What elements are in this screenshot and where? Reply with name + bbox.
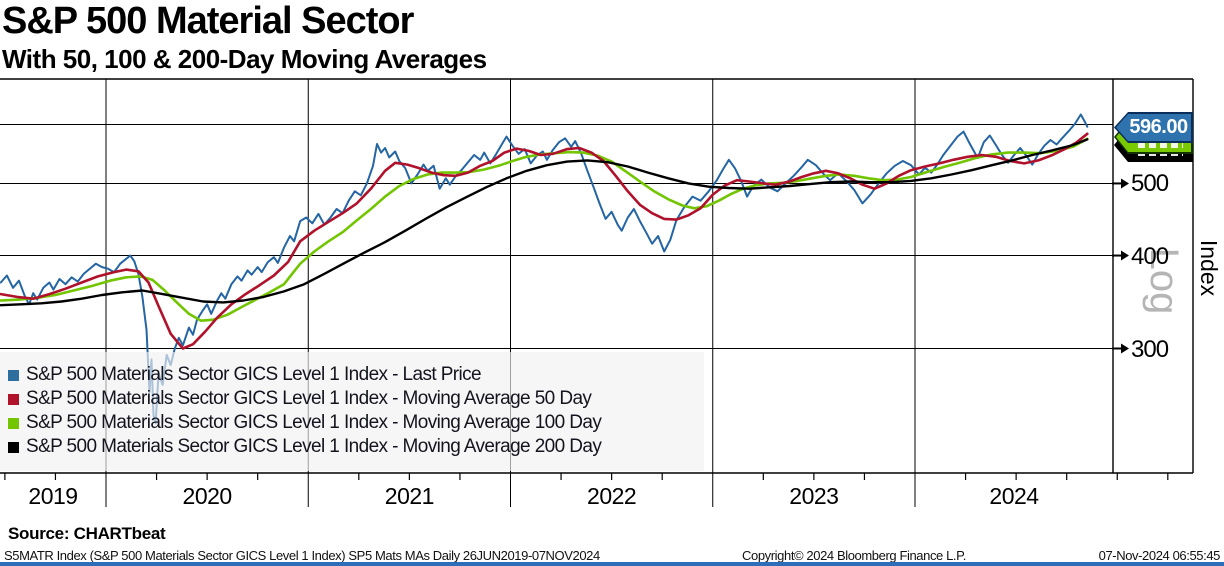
y-tick-400: 400 — [1131, 242, 1169, 270]
legend-label: S&P 500 Materials Sector GICS Level 1 In… — [26, 436, 602, 457]
chart-subtitle: With 50, 100 & 200-Day Moving Averages — [2, 44, 487, 74]
legend-item-ma100: S&P 500 Materials Sector GICS Level 1 In… — [0, 411, 704, 435]
legend-label: S&P 500 Materials Sector GICS Level 1 In… — [26, 388, 592, 409]
log-scale-label: Log — [1142, 247, 1186, 315]
legend-item-last-price: S&P 500 Materials Sector GICS Level 1 In… — [0, 363, 704, 387]
y-tick-300: 300 — [1131, 335, 1169, 363]
footer-ticker-info: S5MATR Index (S&P 500 Materials Sector G… — [4, 548, 600, 563]
legend-item-ma200: S&P 500 Materials Sector GICS Level 1 In… — [0, 435, 704, 459]
ma100-swatch-icon — [8, 417, 19, 429]
legend-label: S&P 500 Materials Sector GICS Level 1 In… — [26, 364, 482, 385]
last-price-tag: 596.00 — [1114, 112, 1193, 143]
y-tick-500: 500 — [1131, 170, 1169, 198]
ma200-swatch-icon — [8, 441, 19, 453]
legend-label: S&P 500 Materials Sector GICS Level 1 In… — [26, 412, 602, 433]
last-price-value: 596.00 — [1129, 116, 1188, 138]
clipped-digits — [1138, 142, 1183, 148]
x-tick-2020: 2020 — [182, 483, 233, 509]
legend-item-ma50: S&P 500 Materials Sector GICS Level 1 In… — [0, 387, 704, 411]
footer-copyright: Copyright© 2024 Bloomberg Finance L.P. — [742, 548, 966, 563]
x-tick-2019: 2019 — [28, 483, 78, 509]
chart-title: S&P 500 Material Sector — [2, 0, 414, 42]
source-label: Source: CHARTbeat — [8, 524, 166, 543]
x-tick-2022: 2022 — [587, 483, 637, 509]
y-axis-title: Index — [1196, 239, 1222, 297]
ma50-swatch-icon — [8, 393, 19, 405]
x-tick-2021: 2021 — [384, 483, 435, 509]
legend: S&P 500 Materials Sector GICS Level 1 In… — [0, 352, 704, 471]
x-tick-2023: 2023 — [789, 483, 839, 509]
x-tick-2024: 2024 — [989, 483, 1039, 509]
footer-timestamp: 07-Nov-2024 06:55:45 — [1098, 548, 1221, 563]
bottom-accent-bar — [0, 562, 1224, 566]
last-price-swatch-icon — [8, 369, 19, 381]
